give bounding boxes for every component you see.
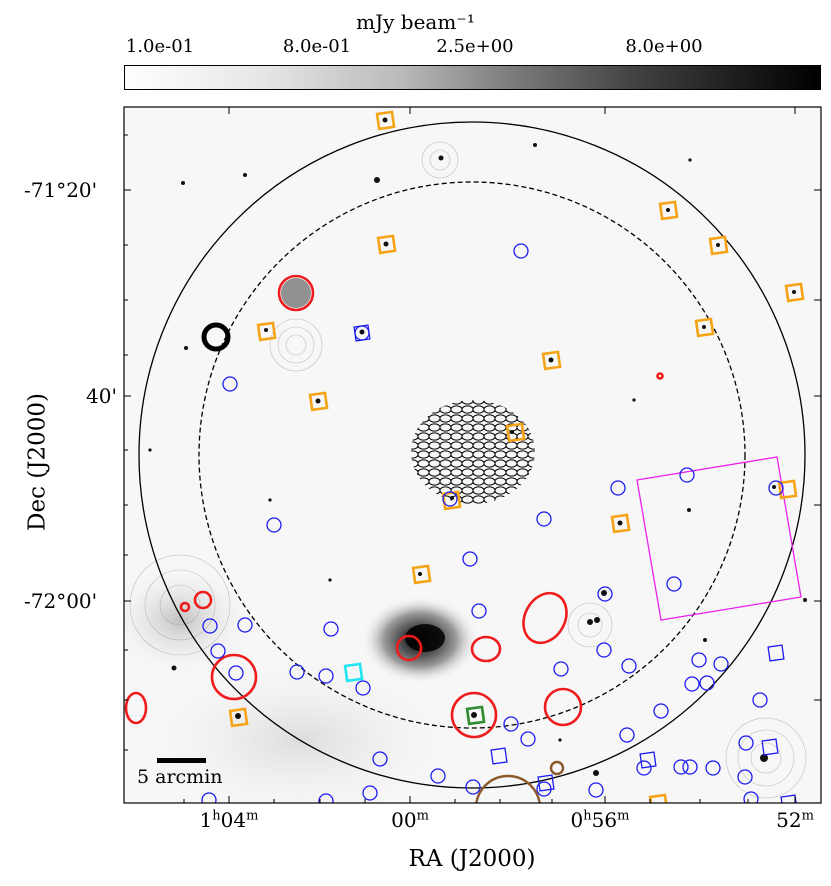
- magenta-region-box: [636, 456, 802, 621]
- x-tick-label: 0h56m: [570, 808, 630, 832]
- diffuse-emission-south: [124, 650, 480, 803]
- green-square-region: [465, 705, 486, 726]
- y-axis-label: Dec (J2000): [24, 393, 51, 531]
- scale-bar: [157, 758, 206, 763]
- inner-field-circle: [198, 181, 746, 729]
- scale-bar-label: 5 arcmin: [137, 766, 223, 788]
- blue-circle-regions: [201, 243, 784, 803]
- orange-square-regions: [228, 110, 805, 803]
- y-tick-label: 40': [86, 384, 117, 408]
- colorbar-tick-label: 2.5e+00: [436, 36, 514, 57]
- outer-field-circle: [138, 121, 806, 789]
- cyan-square-region: [343, 662, 364, 683]
- colorbar-tick-label: 8.0e-01: [282, 36, 352, 57]
- red-regions: [124, 274, 664, 739]
- x-tick-label: 00m: [391, 808, 429, 832]
- colorbar-tick-label: 8.0e+00: [625, 36, 703, 57]
- point-sources: [148, 117, 807, 776]
- colorbar-label: mJy beam⁻¹: [356, 10, 475, 34]
- x-tick-label: 52m: [776, 808, 814, 832]
- axis-ticks: [124, 107, 821, 803]
- colorbar: [124, 65, 821, 90]
- diffuse-blob: [281, 278, 311, 308]
- image-area: [124, 107, 821, 803]
- colorbar-tick-label: 1.0e-01: [125, 36, 195, 57]
- y-tick-label: -72°00': [24, 589, 98, 613]
- brown-circle-region: [549, 760, 565, 776]
- x-tick-label: 1h04m: [199, 808, 259, 832]
- y-tick-label: -71°20': [24, 178, 98, 202]
- x-axis-label: RA (J2000): [408, 846, 536, 872]
- blue-square-regions: [353, 324, 798, 803]
- tiled-beam-mosaic: [411, 400, 535, 504]
- black-thick-circle: [201, 322, 231, 352]
- brown-large-circle-region: [475, 774, 541, 803]
- nebula-core: [405, 624, 445, 652]
- ring-artifacts: [129, 141, 807, 799]
- plot-frame: [123, 106, 822, 804]
